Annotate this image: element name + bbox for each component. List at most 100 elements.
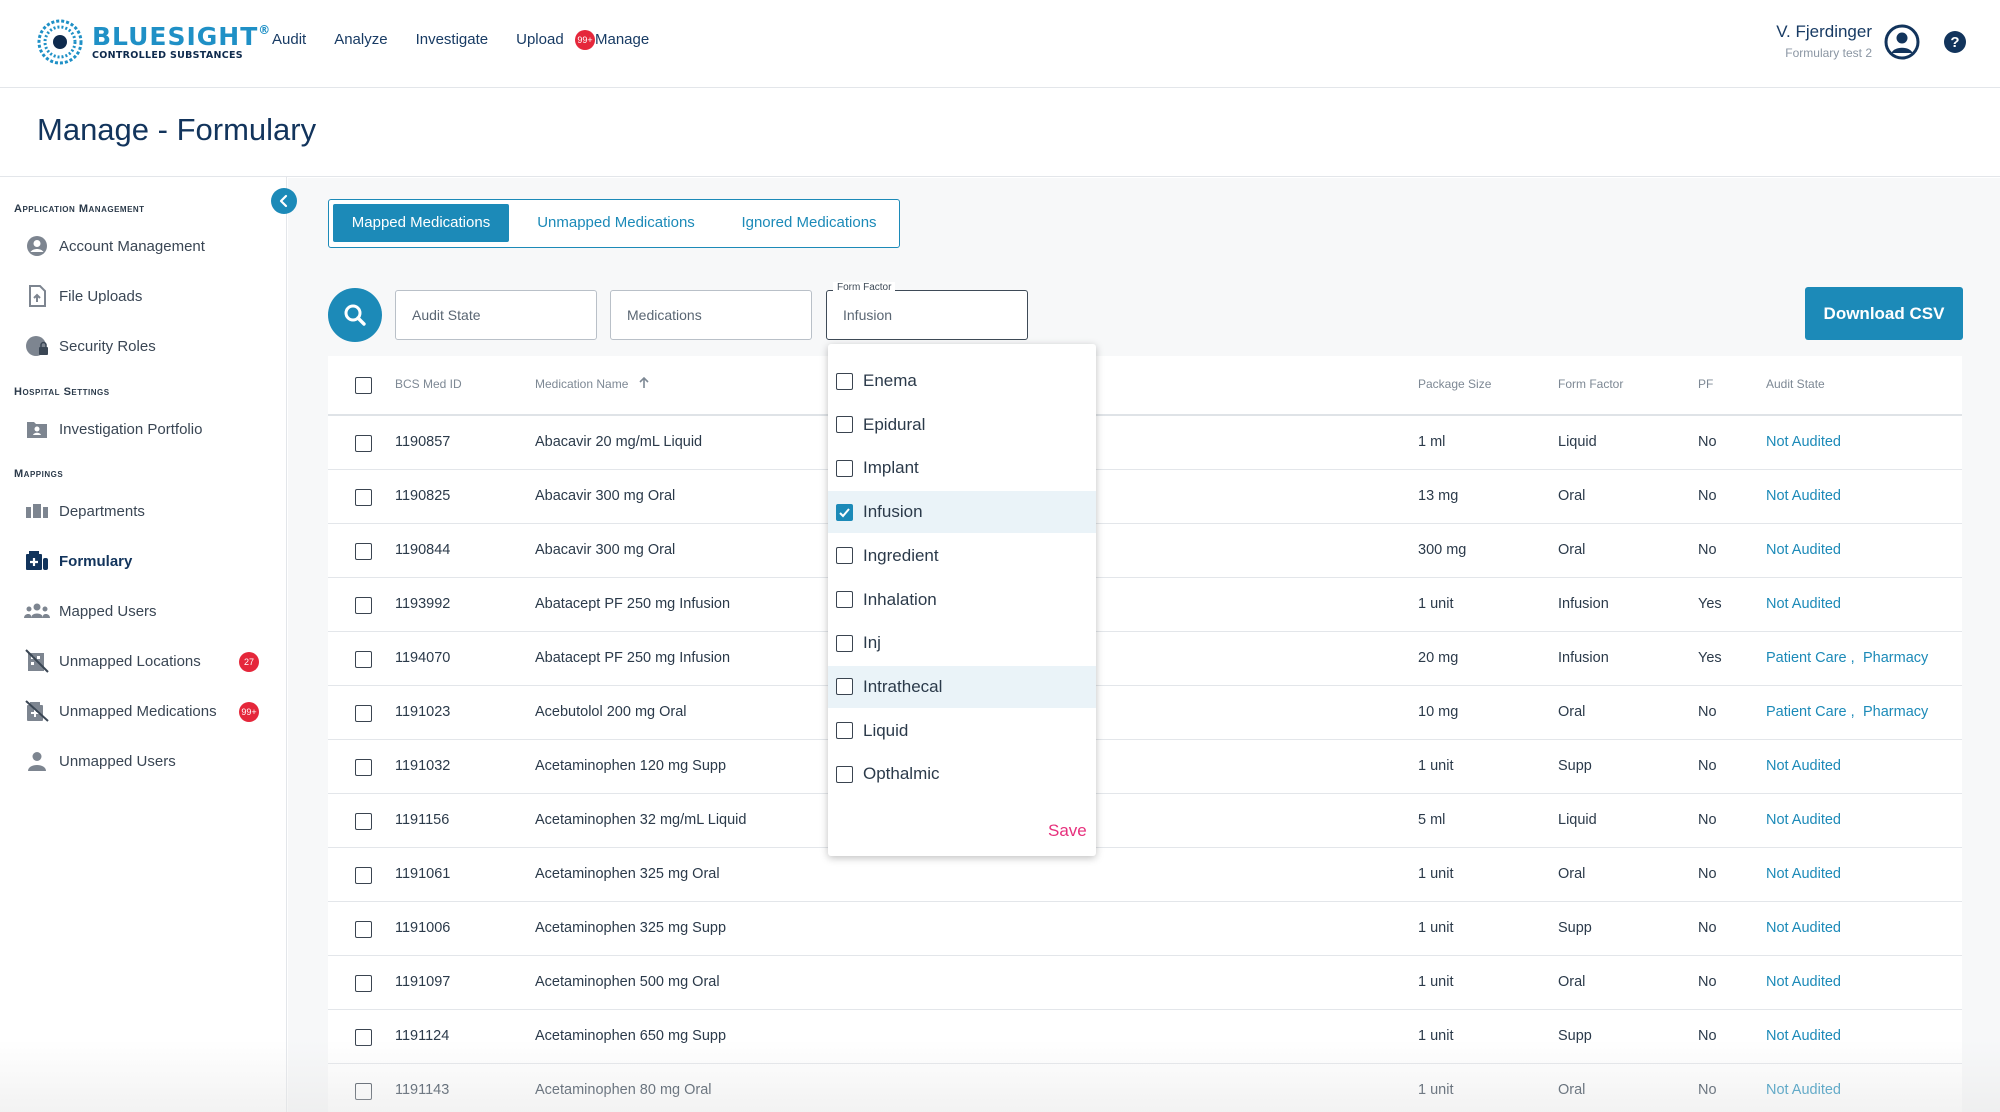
- cell-audit-state[interactable]: Patient Care ,: [1766, 704, 1855, 720]
- checkbox[interactable]: [836, 416, 853, 434]
- nav-investigate[interactable]: Investigate: [415, 31, 489, 48]
- option-opthalmic[interactable]: Opthalmic: [828, 753, 1096, 795]
- cell-audit-state[interactable]: Not Audited: [1766, 434, 1841, 450]
- user-info[interactable]: V. Fjerdinger Formulary test 2: [1776, 22, 1872, 60]
- row-checkbox[interactable]: [355, 435, 372, 452]
- help-icon[interactable]: ?: [1943, 30, 1967, 54]
- checkbox[interactable]: [836, 591, 853, 608]
- sidebar-item-unmapped-users[interactable]: Unmapped Users: [24, 746, 176, 776]
- row-checkbox[interactable]: [355, 759, 372, 776]
- table-row[interactable]: 1193992 Abatacept PF 250 mg Infusion 1 uni…: [328, 578, 1962, 632]
- table-row[interactable]: 1191097 Acetaminophen 500 mg Oral 1 unit Or…: [328, 956, 1962, 1010]
- option-epidural[interactable]: Epidural: [828, 404, 1096, 446]
- sidebar-item-unmapped-medications[interactable]: Unmapped Medications: [24, 696, 217, 726]
- table-row[interactable]: 1191143 Acetaminophen 80 mg Oral 1 unit Ora…: [328, 1064, 1962, 1112]
- table-row[interactable]: 1190844 Abacavir 300 mg Oral 300 mg Oral No N…: [328, 524, 1962, 578]
- row-checkbox[interactable]: [355, 705, 372, 722]
- row-checkbox[interactable]: [355, 921, 372, 938]
- checkbox[interactable]: [836, 372, 853, 390]
- cell-audit-state[interactable]: Not Audited: [1766, 758, 1841, 774]
- option-infusion[interactable]: Infusion: [828, 491, 1096, 534]
- sidebar-item-account-management[interactable]: Account Management: [24, 231, 205, 261]
- sidebar-item-departments[interactable]: Departments: [24, 496, 145, 526]
- sidebar-item-unmapped-locations[interactable]: Unmapped Locations: [24, 646, 201, 676]
- nav-analyze[interactable]: Analyze: [334, 31, 388, 48]
- option-intrathecal[interactable]: Intrathecal: [828, 665, 1096, 708]
- cell-audit-state[interactable]: Not Audited: [1766, 542, 1841, 558]
- table-row[interactable]: 1190857 Abacavir 20 mg/mL Liquid 1 ml Liqui…: [328, 416, 1962, 470]
- nav-audit[interactable]: Audit: [272, 31, 307, 48]
- cell-audit-state[interactable]: Not Audited: [1766, 488, 1841, 504]
- save-button[interactable]: Save: [1048, 821, 1087, 840]
- row-checkbox[interactable]: [355, 1029, 372, 1046]
- tab-mapped-medications[interactable]: Mapped Medications: [333, 204, 509, 242]
- cell-package-size: 1 unit: [1418, 974, 1454, 990]
- option-ingredient[interactable]: Ingredient: [828, 535, 1096, 577]
- sidebar-item-investigation-portfolio[interactable]: Investigation Portfolio: [24, 414, 202, 444]
- cell-audit-state[interactable]: Not Audited: [1766, 1082, 1841, 1098]
- table-row[interactable]: 1191023 Acebutolol 200 mg Oral 10 mg Oral No…: [328, 686, 1962, 740]
- cell-audit-state[interactable]: Patient Care ,: [1766, 650, 1855, 666]
- sidebar-item-security-roles[interactable]: Security Roles: [24, 331, 156, 361]
- sidebar-item-mapped-users[interactable]: Mapped Users: [24, 596, 157, 626]
- cell-audit-state-secondary[interactable]: Pharmacy: [1863, 650, 1929, 666]
- cell-audit-state[interactable]: Not Audited: [1766, 974, 1841, 990]
- cell-audit-state[interactable]: Not Audited: [1766, 812, 1841, 828]
- header-form-factor[interactable]: Form Factor: [1558, 377, 1624, 391]
- checkbox[interactable]: [836, 459, 853, 477]
- nav-upload[interactable]: Upload: [516, 31, 564, 48]
- table-row[interactable]: 1191061 Acetaminophen 325 mg Oral 1 unit Or…: [328, 848, 1962, 902]
- cell-audit-state[interactable]: Not Audited: [1766, 920, 1841, 936]
- download-csv-button[interactable]: Download CSV: [1805, 287, 1963, 340]
- checkbox[interactable]: [836, 634, 853, 652]
- option-liquid[interactable]: Liquid: [828, 710, 1096, 752]
- cell-pf: No: [1698, 704, 1717, 720]
- cell-audit-state[interactable]: Not Audited: [1766, 866, 1841, 882]
- row-checkbox[interactable]: [355, 489, 372, 506]
- checked-checkbox[interactable]: [836, 503, 853, 521]
- row-checkbox[interactable]: [355, 597, 372, 614]
- sidebar-item-formulary[interactable]: Formulary: [24, 546, 132, 576]
- header-audit-state[interactable]: Audit State: [1766, 377, 1825, 391]
- table-row[interactable]: 1191006 Acetaminophen 325 mg Supp 1 unit Su…: [328, 902, 1962, 956]
- cell-audit-state[interactable]: Not Audited: [1766, 596, 1841, 612]
- tab-ignored-medications[interactable]: Ignored Medications: [741, 214, 877, 231]
- tab-unmapped-medications[interactable]: Unmapped Medications: [537, 214, 695, 231]
- row-checkbox[interactable]: [355, 975, 372, 992]
- checkbox[interactable]: [836, 765, 853, 783]
- user-avatar-icon[interactable]: [1884, 24, 1920, 60]
- audit-state-filter[interactable]: Audit State: [395, 290, 597, 340]
- checkbox[interactable]: [836, 722, 853, 740]
- table-row[interactable]: 1191124 Acetaminophen 650 mg Supp 1 unit Su…: [328, 1010, 1962, 1064]
- header-bcs-med-id[interactable]: BCS Med ID: [395, 377, 462, 391]
- sidebar-item-file-uploads[interactable]: File Uploads: [24, 281, 142, 311]
- row-checkbox[interactable]: [355, 651, 372, 668]
- cell-pf: No: [1698, 866, 1717, 882]
- row-checkbox[interactable]: [355, 867, 372, 884]
- table-row[interactable]: 1191156 Acetaminophen 32 mg/mL Liquid 5 ml…: [328, 794, 1962, 848]
- row-checkbox[interactable]: [355, 813, 372, 830]
- header-package-size[interactable]: Package Size: [1418, 377, 1492, 391]
- row-checkbox[interactable]: [355, 1083, 372, 1100]
- table-row[interactable]: 1194070 Abatacept PF 250 mg Infusion 20 mg…: [328, 632, 1962, 686]
- form-factor-filter[interactable]: Form Factor Infusion: [826, 282, 1028, 340]
- option-implant[interactable]: Implant: [828, 447, 1096, 489]
- medications-filter[interactable]: Medications: [610, 290, 812, 340]
- cell-audit-state-secondary[interactable]: Pharmacy: [1863, 704, 1929, 720]
- header-pf[interactable]: PF: [1698, 377, 1714, 391]
- table-row[interactable]: 1190825 Abacavir 300 mg Oral 13 mg Oral No No…: [328, 470, 1962, 524]
- row-checkbox[interactable]: [355, 543, 372, 560]
- checkbox[interactable]: [836, 678, 853, 696]
- table-row[interactable]: 1191032 Acetaminophen 120 mg Supp 1 unit Su…: [328, 740, 1962, 794]
- option-enema[interactable]: Enema: [828, 360, 1096, 402]
- nav-manage[interactable]: Manage: [595, 31, 650, 48]
- header-medication-name[interactable]: Medication Name: [535, 376, 650, 391]
- option-inj[interactable]: Inj: [828, 622, 1096, 664]
- checkbox[interactable]: [836, 547, 853, 565]
- option-inhalation[interactable]: Inhalation: [828, 579, 1096, 621]
- cell-audit-state[interactable]: Not Audited: [1766, 1028, 1841, 1044]
- select-all-checkbox[interactable]: [355, 377, 372, 394]
- collapse-sidebar-button[interactable]: [271, 188, 297, 214]
- search-button[interactable]: [328, 288, 382, 342]
- bluesight-logo[interactable]: BLUESIGHT® CONTROLLED SUBSTANCES: [36, 18, 270, 68]
